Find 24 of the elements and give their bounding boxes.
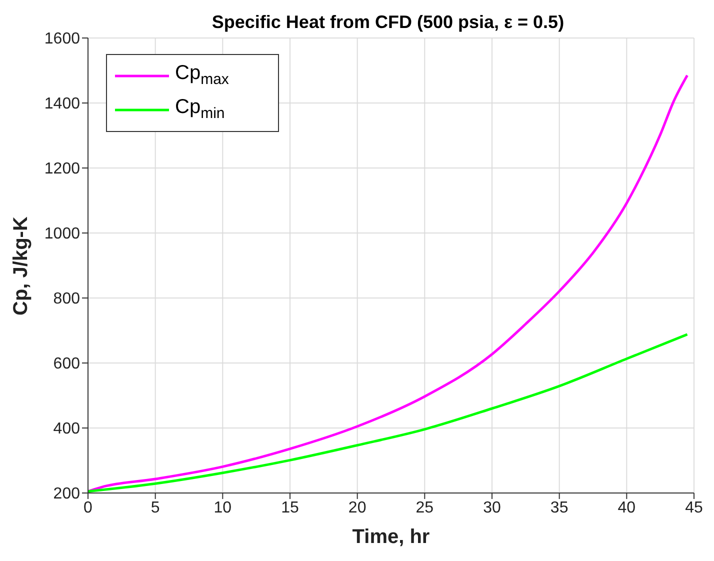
x-tick-label: 40 [618,499,636,516]
x-tick-label: 10 [214,499,232,516]
legend-label: Cp$_{max}$ [175,62,230,88]
x-tick-label: 15 [281,499,299,516]
line-series [88,333,689,493]
y-tick-label: 400 [53,420,80,438]
x-axis-title: Time, hr [352,526,430,548]
x-tick-label: 0 [84,499,93,516]
y-tick-label: 800 [53,290,80,308]
x-tick-label: 35 [550,499,568,516]
legend-label: Cp$_{min}$ [175,96,225,122]
chart-title: Specific Heat from CFD (500 psia, ε = 0.5) [212,12,564,32]
y-tick-label: 600 [53,356,80,373]
y-tick-label: 1600 [44,30,80,48]
y-tick-label: 200 [53,486,80,503]
x-tick-label: 25 [416,499,434,516]
x-tick-label: 45 [685,499,703,516]
x-tick-label: 20 [348,499,366,516]
y-tick-label: 1000 [44,226,80,243]
y-tick-label: 1400 [44,96,80,113]
x-tick-label: 30 [483,499,501,516]
y-axis-title: Cp, J/kg-K [10,216,32,316]
x-tick-label: 5 [150,499,160,516]
y-tick-label: 1200 [44,160,80,178]
